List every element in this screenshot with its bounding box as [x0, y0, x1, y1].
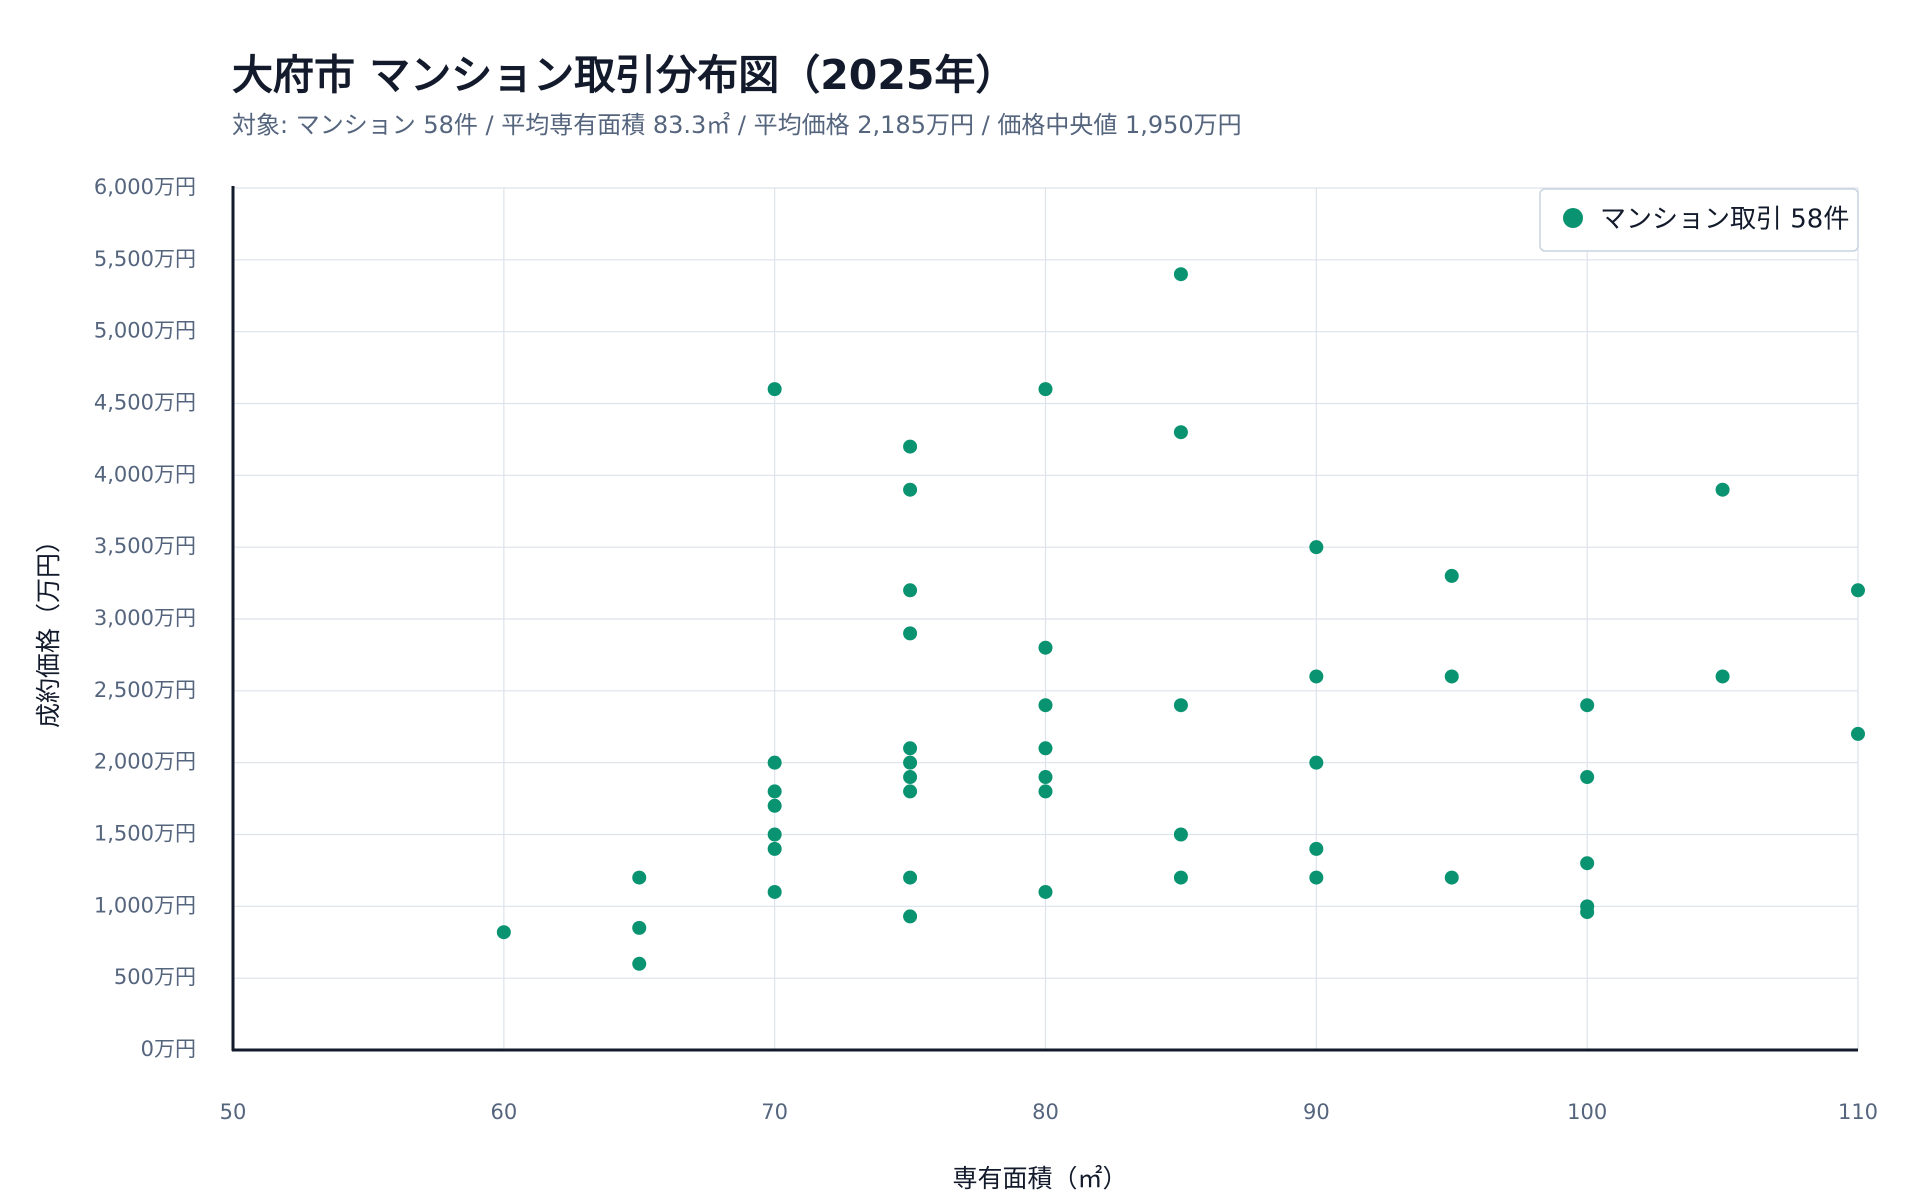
point: [1715, 482, 1730, 497]
y-tick-label: 1,500万円: [94, 822, 196, 846]
point: [767, 382, 782, 397]
y-axis-label: 成約価格（万円）: [34, 528, 63, 728]
point: [1309, 841, 1324, 856]
point: [1444, 669, 1459, 684]
point: [903, 755, 918, 770]
point: [1851, 726, 1865, 741]
y-tick-label: 6,000万円: [94, 175, 196, 199]
point: [903, 784, 918, 799]
point: [632, 956, 647, 971]
point: [767, 755, 782, 770]
grid: [232, 187, 1859, 1051]
point: [903, 870, 918, 885]
point: [1038, 698, 1053, 713]
point: [1580, 770, 1595, 785]
ticks: 0万円 500万円 1,000万円 1,500万円 2,000万円 2,500万円 3,00…: [94, 175, 1878, 1124]
y-tick-label: 3,500万円: [94, 534, 196, 558]
point: [1580, 698, 1595, 713]
legend-marker: [1563, 208, 1583, 228]
y-tick-label: 5,500万円: [94, 247, 196, 271]
x-tick-label: 100: [1567, 1100, 1607, 1124]
y-tick-label: 4,500万円: [94, 391, 196, 415]
point: [903, 770, 918, 785]
point: [1173, 698, 1188, 713]
x-tick-label: 70: [761, 1100, 788, 1124]
x-tick-label: 90: [1303, 1100, 1330, 1124]
point: [1309, 755, 1324, 770]
point: [1038, 741, 1053, 756]
point: [1580, 905, 1595, 920]
point: [903, 626, 918, 641]
point: [903, 741, 918, 756]
y-tick-label: 0万円: [141, 1037, 196, 1061]
y-tick-label: 3,000万円: [94, 606, 196, 630]
x-tick-label: 80: [1032, 1100, 1059, 1124]
x-tick-label: 50: [220, 1100, 247, 1124]
point: [1851, 583, 1865, 598]
point: [767, 784, 782, 799]
point: [1038, 382, 1053, 397]
point: [1715, 669, 1730, 684]
point: [1309, 669, 1324, 684]
point: [632, 920, 647, 935]
point: [1580, 856, 1595, 871]
point: [1173, 425, 1188, 440]
x-axis-label: 専有面積（㎡）: [952, 1164, 1127, 1193]
point: [903, 583, 918, 598]
point: [1309, 870, 1324, 885]
points: [496, 267, 1865, 971]
x-tick-label: 60: [490, 1100, 517, 1124]
point: [1173, 870, 1188, 885]
point: [1173, 827, 1188, 842]
legend: マンション取引 58件: [1539, 188, 1859, 252]
legend-box: [1539, 188, 1859, 252]
chart-subtitle: 対象: マンション 58件 / 平均専有面積 83.3㎡ / 平均価格 2,18…: [232, 111, 1242, 139]
point: [632, 870, 647, 885]
point: [903, 909, 918, 924]
point: [1309, 540, 1324, 555]
y-tick-label: 4,000万円: [94, 462, 196, 486]
point: [1038, 640, 1053, 655]
point: [767, 884, 782, 899]
point: [496, 925, 511, 940]
point: [1038, 784, 1053, 799]
chart-title: 大府市 マンション取引分布図（2025年）: [232, 51, 1016, 99]
y-tick-label: 2,000万円: [94, 750, 196, 774]
y-tick-label: 1,000万円: [94, 893, 196, 917]
x-tick-label: 110: [1838, 1100, 1878, 1124]
y-tick-label: 5,000万円: [94, 319, 196, 343]
point: [903, 439, 918, 454]
point: [767, 841, 782, 856]
point: [1038, 770, 1053, 785]
point: [767, 798, 782, 813]
point: [1038, 884, 1053, 899]
y-tick-label: 500万円: [114, 965, 196, 989]
point: [1444, 870, 1459, 885]
legend-label: マンション取引 58件: [1600, 205, 1849, 235]
y-tick-label: 2,500万円: [94, 678, 196, 702]
point: [767, 827, 782, 842]
point: [903, 482, 918, 497]
point: [1173, 267, 1188, 282]
point: [1444, 568, 1459, 583]
